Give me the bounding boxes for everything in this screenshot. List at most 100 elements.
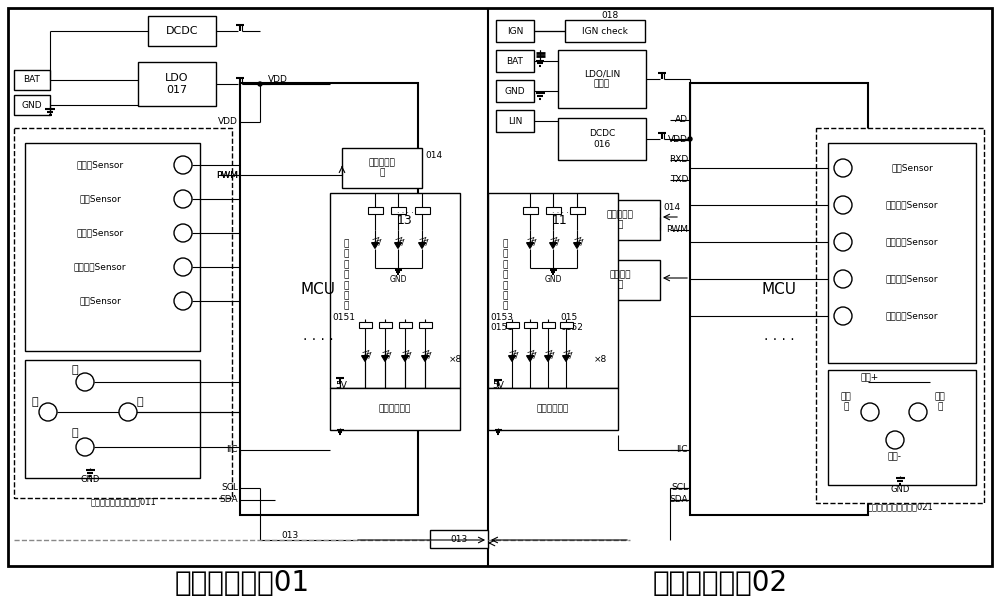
Text: LIN: LIN bbox=[508, 116, 522, 125]
Polygon shape bbox=[544, 356, 552, 362]
Bar bbox=[430, 530, 488, 548]
Text: 018: 018 bbox=[601, 11, 619, 21]
Bar bbox=[546, 206, 560, 213]
Text: GND: GND bbox=[80, 476, 100, 484]
Text: · · · ·: · · · · bbox=[397, 209, 413, 218]
Text: LDO/LIN
收发器: LDO/LIN 收发器 bbox=[584, 69, 620, 89]
Text: 指示灯控
制: 指示灯控 制 bbox=[609, 270, 631, 289]
Circle shape bbox=[834, 159, 852, 177]
Text: DCDC
016: DCDC 016 bbox=[589, 129, 615, 149]
Text: AD: AD bbox=[675, 116, 688, 124]
Text: 下一
曲: 下一 曲 bbox=[935, 393, 945, 412]
Text: 返回Sensor: 返回Sensor bbox=[79, 195, 121, 203]
Bar bbox=[565, 20, 645, 42]
Bar bbox=[390, 206, 406, 213]
Text: IIC: IIC bbox=[676, 446, 688, 455]
Bar bbox=[580, 260, 660, 300]
Bar bbox=[488, 388, 618, 430]
Text: 确认Sensor: 确认Sensor bbox=[79, 297, 121, 306]
Text: PWM: PWM bbox=[216, 171, 238, 180]
Bar bbox=[418, 322, 432, 328]
Text: GND: GND bbox=[505, 86, 525, 95]
Text: 5V: 5V bbox=[335, 382, 347, 391]
Circle shape bbox=[174, 292, 192, 310]
Text: 0151: 0151 bbox=[490, 323, 513, 332]
Text: SCL: SCL bbox=[221, 484, 238, 493]
Polygon shape bbox=[562, 356, 570, 362]
Text: 第二触摸按压检测模块021: 第二触摸按压检测模块021 bbox=[867, 502, 933, 511]
Text: TXD: TXD bbox=[670, 175, 688, 185]
Polygon shape bbox=[372, 242, 378, 248]
Text: 下: 下 bbox=[72, 428, 78, 438]
Circle shape bbox=[174, 156, 192, 174]
Bar bbox=[496, 80, 534, 102]
Bar bbox=[506, 322, 518, 328]
Circle shape bbox=[174, 224, 192, 242]
Bar bbox=[240, 83, 418, 515]
Text: 氛围驱动芯片: 氛围驱动芯片 bbox=[537, 405, 569, 414]
Text: DCDC: DCDC bbox=[166, 26, 198, 36]
Circle shape bbox=[174, 258, 192, 276]
Polygon shape bbox=[422, 356, 428, 362]
Bar bbox=[496, 110, 534, 132]
Text: 第一触摸按压检测模块011: 第一触摸按压检测模块011 bbox=[90, 497, 156, 507]
Text: 一键拍照Sensor: 一键拍照Sensor bbox=[886, 312, 938, 321]
Polygon shape bbox=[382, 356, 388, 362]
Text: LDO
017: LDO 017 bbox=[165, 73, 189, 95]
Bar bbox=[398, 322, 412, 328]
Text: 013: 013 bbox=[450, 534, 468, 543]
Bar bbox=[368, 206, 382, 213]
Circle shape bbox=[834, 307, 852, 325]
Bar bbox=[828, 370, 976, 485]
Text: 背光亮度调
节: 背光亮度调 节 bbox=[607, 210, 633, 230]
Bar bbox=[570, 206, 584, 213]
Text: 主菜单Sensor: 主菜单Sensor bbox=[76, 160, 124, 169]
Bar bbox=[330, 388, 460, 430]
Text: MCU: MCU bbox=[300, 282, 336, 297]
Polygon shape bbox=[550, 242, 556, 248]
Text: PWM: PWM bbox=[666, 226, 688, 235]
Bar bbox=[378, 322, 392, 328]
Text: GND: GND bbox=[22, 101, 42, 110]
Bar bbox=[415, 206, 430, 213]
Bar bbox=[488, 193, 618, 388]
Bar bbox=[138, 62, 216, 106]
Circle shape bbox=[886, 431, 904, 449]
Text: GND: GND bbox=[389, 276, 407, 285]
Bar bbox=[330, 193, 460, 388]
Bar bbox=[25, 360, 200, 478]
Bar bbox=[828, 143, 976, 363]
Text: IGN check: IGN check bbox=[582, 27, 628, 36]
Text: 自定义Sensor: 自定义Sensor bbox=[76, 229, 124, 238]
Text: 11: 11 bbox=[552, 213, 568, 227]
Bar bbox=[558, 50, 646, 108]
Text: 音量-: 音量- bbox=[888, 452, 902, 461]
Text: 电话挂断Sensor: 电话挂断Sensor bbox=[886, 274, 938, 283]
Circle shape bbox=[174, 190, 192, 208]
Text: GND: GND bbox=[890, 485, 910, 494]
Text: PWM: PWM bbox=[216, 171, 238, 180]
Text: 静音Sensor: 静音Sensor bbox=[891, 163, 933, 172]
Text: RXD: RXD bbox=[669, 156, 688, 165]
Text: 015: 015 bbox=[560, 314, 577, 323]
Text: 上一
曲: 上一 曲 bbox=[841, 393, 851, 412]
Text: 0153: 0153 bbox=[490, 314, 513, 323]
Text: 0151: 0151 bbox=[332, 314, 355, 323]
Circle shape bbox=[834, 233, 852, 251]
Text: ×8: ×8 bbox=[448, 356, 462, 364]
Bar bbox=[148, 16, 216, 46]
Bar bbox=[25, 143, 200, 351]
Bar bbox=[522, 206, 538, 213]
Text: SDA: SDA bbox=[219, 496, 238, 505]
Text: 氛
围
灯
背
光
单
元: 氛 围 灯 背 光 单 元 bbox=[343, 239, 349, 311]
Text: 013: 013 bbox=[281, 531, 299, 540]
Polygon shape bbox=[394, 242, 402, 248]
Text: 左: 左 bbox=[32, 397, 38, 407]
Circle shape bbox=[76, 438, 94, 456]
Bar bbox=[580, 200, 660, 240]
Text: 右: 右 bbox=[137, 397, 143, 407]
Text: ×8: ×8 bbox=[593, 356, 607, 364]
Bar bbox=[816, 128, 984, 503]
Polygon shape bbox=[526, 242, 534, 248]
Text: VDD: VDD bbox=[668, 136, 688, 145]
